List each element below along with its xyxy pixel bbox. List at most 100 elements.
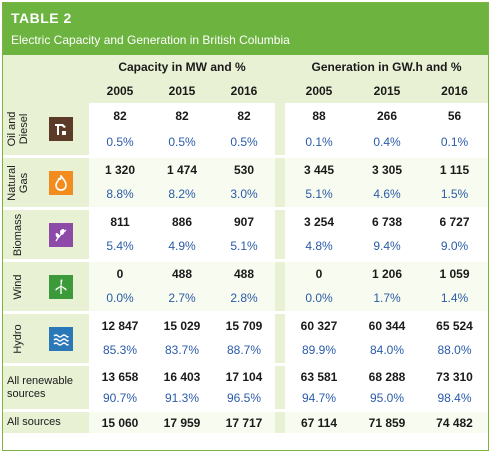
value-cell: 6 727	[421, 207, 488, 233]
all-sources-label: All sources	[7, 416, 61, 428]
percent-cell: 5.1%	[285, 181, 353, 207]
source-label: Oil and Diesel	[6, 111, 30, 147]
value-cell: 266	[353, 103, 421, 129]
value-cell: 13 658	[89, 363, 151, 387]
source-label: Natural Gas	[6, 164, 30, 201]
value-cell: 3 305	[353, 155, 421, 181]
row-label: Biomass	[3, 207, 33, 259]
percent-cell: 0.4%	[353, 129, 421, 155]
percent-cell: 3.0%	[213, 181, 275, 207]
year-header: 2005	[89, 79, 151, 103]
value-cell: 17 104	[213, 363, 275, 387]
percent-cell: 1.4%	[421, 285, 488, 311]
percent-cell: 91.3%	[151, 387, 213, 409]
value-cell: 16 403	[151, 363, 213, 387]
capacity-group-header: Capacity in MW and %	[89, 55, 275, 79]
percent-cell: 0.5%	[151, 129, 213, 155]
value-cell: 1 059	[421, 259, 488, 285]
table-row: 0.5% 0.5% 0.5% 0.1% 0.4% 0.1%	[3, 129, 488, 155]
table-row: Biomass 811 886 907 3 254 6 738 6 727	[3, 207, 488, 259]
value-cell: 488	[213, 259, 275, 285]
row-label: Oil and Diesel	[3, 103, 33, 155]
table-row: Hydro 12 847 15 029 15 709 60 327 60 344 65 5…	[3, 311, 488, 363]
value-cell: 73 310	[421, 363, 488, 387]
wind-turbine-icon	[49, 274, 73, 299]
percent-cell: 94.7%	[285, 387, 353, 409]
source-label: Hydro	[12, 323, 24, 354]
table-row: Wind 0 488 488 0 1 206 1 059	[3, 259, 488, 311]
percent-cell: 83.7%	[151, 337, 213, 363]
table-row: 8.8% 8.2% 3.0% 5.1% 4.6% 1.5%	[3, 181, 488, 207]
value-cell: 88	[285, 103, 353, 129]
table-row: All renewable sources 13 658 16 403 17 104 6…	[3, 363, 488, 409]
value-cell: 82	[89, 103, 151, 129]
percent-cell: 4.6%	[353, 181, 421, 207]
percent-cell: 0.0%	[285, 285, 353, 311]
value-cell: 3 254	[285, 207, 353, 233]
percent-cell: 4.8%	[285, 233, 353, 259]
percent-cell: 95.0%	[353, 387, 421, 409]
row-label: Hydro	[3, 311, 33, 363]
percent-cell: 9.4%	[353, 233, 421, 259]
value-cell: 17 959	[151, 409, 213, 433]
value-cell: 63 581	[285, 363, 353, 387]
value-cell: 71 859	[353, 409, 421, 433]
value-cell: 3 445	[285, 155, 353, 181]
data-table-body: Oil and Diesel 82 82 82 88 266 56 0.5% 0.5% 0.5% 0…	[3, 103, 488, 433]
value-cell: 1 206	[353, 259, 421, 285]
percent-cell: 5.4%	[89, 233, 151, 259]
value-cell: 65 524	[421, 311, 488, 337]
water-waves-icon	[49, 326, 73, 351]
value-cell: 82	[213, 103, 275, 129]
percent-cell: 9.0%	[421, 233, 488, 259]
percent-cell: 0.1%	[421, 129, 488, 155]
percent-cell: 90.7%	[89, 387, 151, 409]
value-cell: 56	[421, 103, 488, 129]
percent-cell: 2.7%	[151, 285, 213, 311]
generation-group-header: Generation in GW.h and %	[285, 55, 489, 79]
source-label: Biomass	[12, 213, 24, 256]
table-row: 0.0% 2.7% 2.8% 0.0% 1.7% 1.4%	[3, 285, 488, 311]
percent-cell: 98.4%	[421, 387, 488, 409]
value-cell: 1 115	[421, 155, 488, 181]
leaf-icon	[49, 222, 73, 247]
percent-cell: 89.9%	[285, 337, 353, 363]
year-header-row: 2005 2015 2016 2005 2015 2016	[3, 79, 489, 103]
percent-cell: 1.5%	[421, 181, 488, 207]
value-cell: 886	[151, 207, 213, 233]
flame-icon	[49, 170, 73, 195]
value-cell: 530	[213, 155, 275, 181]
value-cell: 60 327	[285, 311, 353, 337]
row-label: Wind	[3, 259, 33, 311]
value-cell: 15 029	[151, 311, 213, 337]
percent-cell: 88.7%	[213, 337, 275, 363]
percent-cell: 0.5%	[89, 129, 151, 155]
table-label: TABLE 2	[11, 10, 72, 26]
year-header: 2005	[285, 79, 353, 103]
value-cell: 811	[89, 207, 151, 233]
percent-cell: 0.0%	[89, 285, 151, 311]
value-cell: 1 320	[89, 155, 151, 181]
percent-cell: 5.1%	[213, 233, 275, 259]
value-cell: 0	[285, 259, 353, 285]
percent-cell: 2.8%	[213, 285, 275, 311]
year-header: 2015	[151, 79, 213, 103]
renewable-label: All renewable sources	[7, 374, 74, 400]
percent-cell: 84.0%	[353, 337, 421, 363]
year-header: 2016	[421, 79, 489, 103]
value-cell: 15 060	[89, 409, 151, 433]
row-label: Natural Gas	[3, 155, 33, 207]
value-cell: 0	[89, 259, 151, 285]
source-label: Wind	[12, 273, 24, 300]
percent-cell: 0.1%	[285, 129, 353, 155]
percent-cell: 0.5%	[213, 129, 275, 155]
year-header: 2015	[353, 79, 421, 103]
table-title: Electric Capacity and Generation in Brit…	[11, 33, 290, 47]
table-row: 5.4% 4.9% 5.1% 4.8% 9.4% 9.0%	[3, 233, 488, 259]
table-row: 90.7% 91.3% 96.5% 94.7% 95.0% 98.4%	[3, 387, 488, 409]
oil-pump-icon	[49, 117, 73, 141]
value-cell: 74 482	[421, 409, 488, 433]
percent-cell: 1.7%	[353, 285, 421, 311]
value-cell: 907	[213, 207, 275, 233]
